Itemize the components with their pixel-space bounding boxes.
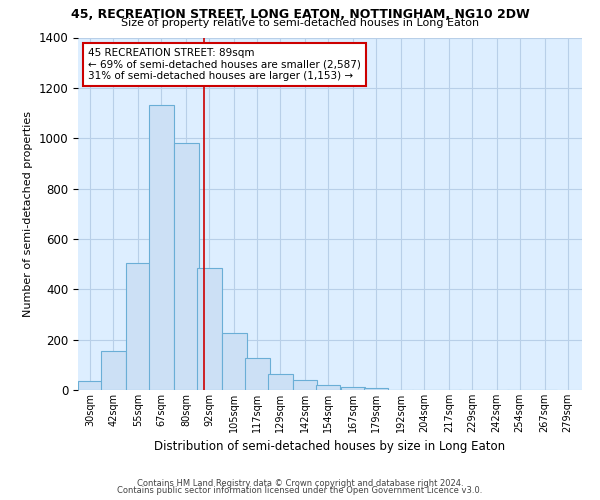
Text: 45, RECREATION STREET, LONG EATON, NOTTINGHAM, NG10 2DW: 45, RECREATION STREET, LONG EATON, NOTTI…: [71, 8, 529, 20]
Text: 45 RECREATION STREET: 89sqm
← 69% of semi-detached houses are smaller (2,587)
31: 45 RECREATION STREET: 89sqm ← 69% of sem…: [88, 48, 361, 82]
Bar: [222, 332, 247, 390]
Bar: [197, 268, 221, 390]
Text: Contains HM Land Registry data © Crown copyright and database right 2024.: Contains HM Land Registry data © Crown c…: [137, 478, 463, 488]
Bar: [293, 380, 317, 390]
Bar: [245, 358, 269, 390]
Bar: [78, 381, 103, 390]
Bar: [101, 351, 126, 390]
Bar: [174, 143, 199, 390]
Bar: [268, 374, 293, 390]
Bar: [316, 385, 340, 390]
Bar: [149, 106, 173, 390]
Y-axis label: Number of semi-detached properties: Number of semi-detached properties: [23, 111, 33, 317]
Bar: [126, 263, 151, 390]
Bar: [341, 388, 365, 390]
Text: Size of property relative to semi-detached houses in Long Eaton: Size of property relative to semi-detach…: [121, 18, 479, 28]
Text: Contains public sector information licensed under the Open Government Licence v3: Contains public sector information licen…: [118, 486, 482, 495]
Bar: [364, 388, 388, 390]
X-axis label: Distribution of semi-detached houses by size in Long Eaton: Distribution of semi-detached houses by …: [154, 440, 506, 454]
